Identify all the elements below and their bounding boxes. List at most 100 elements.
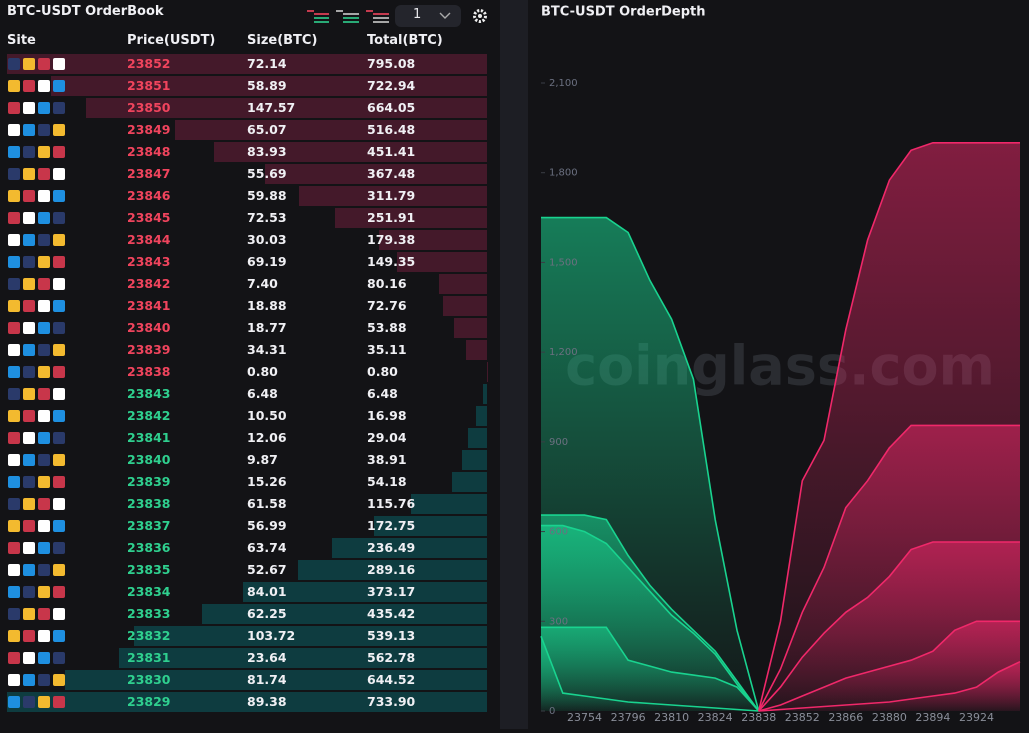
exchange-icon <box>8 696 20 708</box>
size: 65.07 <box>247 119 287 141</box>
x-tick-label: 23796 <box>611 711 646 724</box>
x-tick-label: 23894 <box>915 711 950 724</box>
price: 23840 <box>127 449 171 471</box>
exchange-icon <box>38 542 50 554</box>
exchange-icon <box>38 454 50 466</box>
exchange-icon <box>23 168 35 180</box>
exchange-icon <box>38 80 50 92</box>
exchange-icon <box>23 476 35 488</box>
total: 664.05 <box>367 97 415 119</box>
exchange-icon <box>53 652 65 664</box>
exchange-icon <box>38 608 50 620</box>
exchange-icon <box>53 696 65 708</box>
price: 23829 <box>127 691 171 713</box>
size: 72.53 <box>247 207 287 229</box>
exchange-icon <box>23 454 35 466</box>
price: 23836 <box>127 537 171 559</box>
exchange-icon <box>8 542 20 554</box>
exchange-icon <box>8 168 20 180</box>
price: 23837 <box>127 515 171 537</box>
exchange-icon <box>23 190 35 202</box>
price: 23848 <box>127 141 171 163</box>
size: 23.64 <box>247 647 287 669</box>
exchange-icon <box>8 366 20 378</box>
price: 23840 <box>127 317 171 339</box>
exchange-icon <box>53 564 65 576</box>
exchange-icon <box>23 300 35 312</box>
size: 55.69 <box>247 163 287 185</box>
total: 172.75 <box>367 515 415 537</box>
x-tick-label: 23924 <box>959 711 994 724</box>
exchange-icon <box>23 608 35 620</box>
price: 23849 <box>127 119 171 141</box>
size: 59.88 <box>247 185 287 207</box>
size: 61.58 <box>247 493 287 515</box>
size: 18.88 <box>247 295 287 317</box>
depth-bar <box>175 120 487 140</box>
size: 0.80 <box>247 361 278 383</box>
price: 23838 <box>127 361 171 383</box>
layout-bids[interactable] <box>336 11 359 22</box>
exchange-icon <box>38 256 50 268</box>
total: 72.76 <box>367 295 407 317</box>
exchange-icon <box>23 564 35 576</box>
exchange-icon <box>38 388 50 400</box>
y-tick-label: 900 <box>549 437 568 448</box>
total: 53.88 <box>367 317 407 339</box>
chart-title: BTC-USDT OrderDepth <box>541 5 706 20</box>
exchange-icon <box>53 520 65 532</box>
price: 23841 <box>127 295 171 317</box>
size: 10.50 <box>247 405 287 427</box>
exchange-icon <box>8 564 20 576</box>
exchange-icon <box>38 674 50 686</box>
exchange-icon <box>38 234 50 246</box>
exchange-icon <box>8 146 20 158</box>
exchange-icon <box>53 388 65 400</box>
column-header: Total(BTC) <box>367 33 443 48</box>
exchange-icon <box>53 630 65 642</box>
exchange-icon <box>38 102 50 114</box>
layout-both[interactable] <box>307 11 329 22</box>
total: 562.78 <box>367 647 415 669</box>
exchange-icon <box>8 80 20 92</box>
exchange-icon <box>53 608 65 620</box>
exchange-icon <box>53 498 65 510</box>
price: 23845 <box>127 207 171 229</box>
exchange-icon <box>8 124 20 136</box>
exchange-icon <box>38 630 50 642</box>
depth-bar <box>134 626 487 646</box>
exchange-icon <box>8 454 20 466</box>
size: 83.93 <box>247 141 287 163</box>
total: 35.11 <box>367 339 407 361</box>
settings-icon[interactable] <box>472 8 488 24</box>
y-tick-label: 2,100 <box>549 78 578 89</box>
price: 23838 <box>127 493 171 515</box>
layout-asks[interactable] <box>366 11 389 22</box>
orderbook-panel: BTC-USDT OrderBook 1 Site Price(USDT) Si… <box>0 0 500 729</box>
exchange-icon <box>53 102 65 114</box>
y-tick-label: 300 <box>549 616 568 627</box>
exchange-icon <box>8 652 20 664</box>
total: 373.17 <box>367 581 415 603</box>
column-header: Size(BTC) <box>247 33 317 48</box>
exchange-icon <box>8 344 20 356</box>
exchange-icon <box>53 234 65 246</box>
exchange-icon <box>8 190 20 202</box>
y-tick-label: 1,200 <box>549 347 578 358</box>
total: 149.35 <box>367 251 415 273</box>
depth-bar <box>483 384 487 404</box>
exchange-icon <box>53 322 65 334</box>
exchange-icon <box>23 520 35 532</box>
depth-select[interactable]: 1 <box>395 5 461 27</box>
exchange-icon <box>23 58 35 70</box>
total: 435.42 <box>367 603 415 625</box>
exchange-icon <box>8 388 20 400</box>
exchange-icon <box>23 256 35 268</box>
exchange-icon <box>38 168 50 180</box>
total: 722.94 <box>367 75 415 97</box>
price: 23844 <box>127 229 171 251</box>
exchange-icon <box>38 586 50 598</box>
exchange-icon <box>38 190 50 202</box>
price: 23835 <box>127 559 171 581</box>
total: 289.16 <box>367 559 415 581</box>
